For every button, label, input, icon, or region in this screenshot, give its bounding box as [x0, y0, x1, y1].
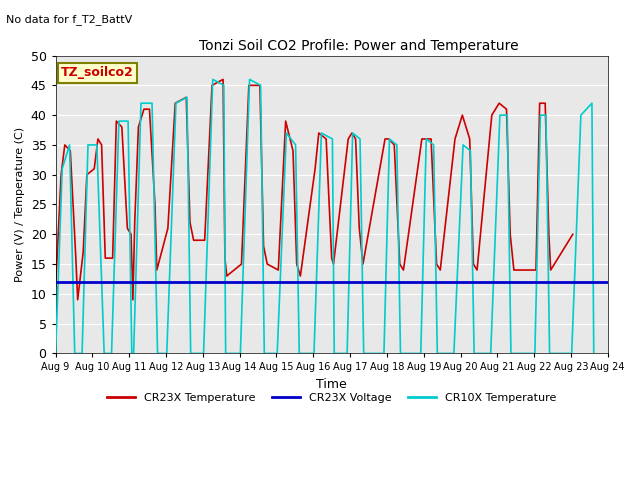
Y-axis label: Power (V) / Temperature (C): Power (V) / Temperature (C) — [15, 127, 25, 282]
Title: Tonzi Soil CO2 Profile: Power and Temperature: Tonzi Soil CO2 Profile: Power and Temper… — [200, 39, 519, 53]
Text: TZ_soilco2: TZ_soilco2 — [61, 66, 134, 79]
Legend: CR23X Temperature, CR23X Voltage, CR10X Temperature: CR23X Temperature, CR23X Voltage, CR10X … — [103, 389, 561, 408]
X-axis label: Time: Time — [316, 378, 347, 391]
Text: No data for f_T2_BattV: No data for f_T2_BattV — [6, 14, 132, 25]
